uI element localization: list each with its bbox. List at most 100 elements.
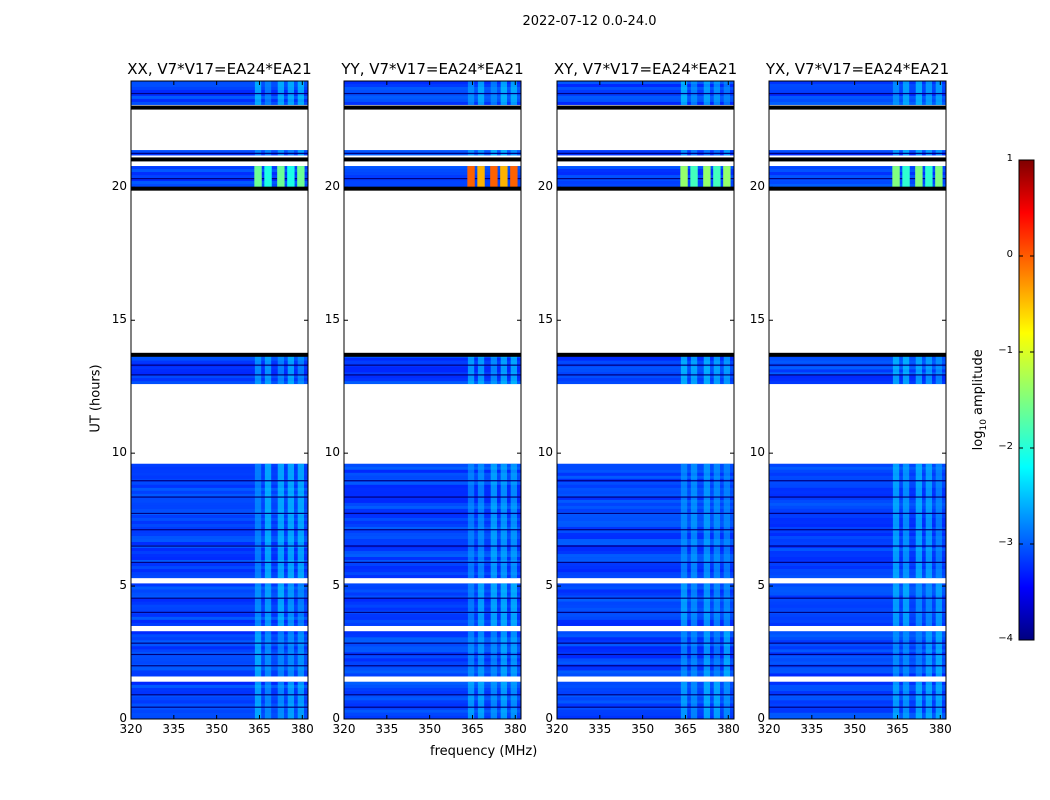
noise-row [769, 369, 946, 373]
noise-row [769, 490, 946, 494]
gap-line [344, 694, 521, 696]
noise-row [344, 655, 521, 659]
noise-row [557, 535, 734, 540]
rfi-streak [490, 583, 498, 626]
noise-row [557, 172, 734, 176]
gap-line [769, 512, 946, 514]
noise-row [344, 357, 521, 361]
noise-row [769, 381, 946, 385]
noise-row [131, 520, 308, 524]
noise-row [769, 95, 946, 99]
noise-row [131, 658, 308, 662]
rfi-streak [264, 463, 272, 579]
noise-row [557, 703, 734, 707]
noise-row [344, 178, 521, 182]
noise-row [344, 575, 521, 579]
gap-line [131, 152, 308, 154]
noise-row [131, 92, 308, 96]
noise-row [557, 712, 734, 716]
noise-row [131, 89, 308, 93]
noise-row [769, 496, 946, 500]
rfi-streak [713, 583, 721, 626]
noise-row [131, 535, 308, 540]
noise-row [131, 637, 308, 641]
noise-row [769, 532, 946, 536]
noise-row [557, 469, 734, 473]
gap-line [769, 561, 946, 563]
x-tick-label: 350 [843, 722, 867, 736]
noise-row [557, 375, 734, 379]
noise-row [769, 484, 946, 488]
y-tick-label: 10 [749, 445, 765, 460]
noise-row [344, 152, 521, 156]
x-tick-label: 335 [588, 722, 612, 736]
y-tick-label: 20 [537, 179, 553, 194]
rfi-streak [935, 681, 943, 719]
y-tick-label: 20 [324, 179, 340, 194]
gap-line [344, 374, 521, 376]
noise-row [131, 81, 308, 84]
rfi-streak [915, 681, 923, 719]
noise-row [557, 169, 734, 173]
gap-line [557, 364, 734, 366]
gap-line [131, 642, 308, 644]
noise-row [557, 372, 734, 376]
gap-line [769, 480, 946, 482]
gap-line [769, 653, 946, 656]
gap-line [344, 665, 521, 667]
noise-row [344, 649, 521, 653]
noise-row [769, 658, 946, 662]
rfi-streak [690, 583, 698, 626]
noise-row [344, 466, 521, 470]
colorbar-tick-label: 1 [1006, 153, 1013, 164]
noise-row [344, 535, 521, 540]
noise-row [557, 92, 734, 96]
noise-row [131, 378, 308, 382]
x-tick-label: 320 [119, 722, 143, 736]
rfi-streak [287, 354, 295, 385]
rfi-streak [680, 681, 688, 719]
noise-row [344, 83, 521, 87]
x-tick-label: 350 [631, 722, 655, 736]
noise-row [769, 169, 946, 173]
noise-row [131, 586, 308, 590]
noise-row [769, 89, 946, 93]
y-tick-label: 20 [749, 179, 765, 194]
noise-row [131, 472, 308, 476]
gap-line [557, 611, 734, 613]
y-tick-label: 0 [332, 711, 340, 725]
gap-line [769, 706, 946, 708]
bright-rfi-block [723, 166, 731, 188]
noise-row [557, 181, 734, 185]
gap-line [131, 496, 308, 498]
noise-row [344, 366, 521, 370]
rfi-streak [723, 354, 731, 385]
noise-row [344, 706, 521, 710]
noise-row [344, 360, 521, 364]
bright-rfi-block [690, 166, 698, 188]
noise-row [344, 607, 521, 611]
bright-rfi-block [713, 166, 721, 188]
noise-row [131, 703, 308, 707]
bright-rfi-block [680, 166, 688, 188]
flag-line [557, 186, 734, 191]
gap-line [769, 152, 946, 154]
noise-row [557, 607, 734, 611]
noise-row [557, 499, 734, 503]
gap-line [344, 152, 521, 154]
colorbar-tick-label: −3 [998, 537, 1013, 548]
noise-row [344, 667, 521, 671]
noise-row [344, 697, 521, 701]
noise-row [131, 563, 308, 567]
noise-row [131, 661, 308, 665]
noise-row [557, 589, 734, 593]
flag-line [344, 352, 521, 357]
noise-row [557, 700, 734, 704]
gap-line [344, 642, 521, 644]
noise-row [769, 178, 946, 182]
flag-line [344, 186, 521, 191]
noise-row [557, 598, 734, 602]
noise-row [131, 601, 308, 605]
noise-row [131, 150, 308, 153]
noise-row [557, 619, 734, 623]
